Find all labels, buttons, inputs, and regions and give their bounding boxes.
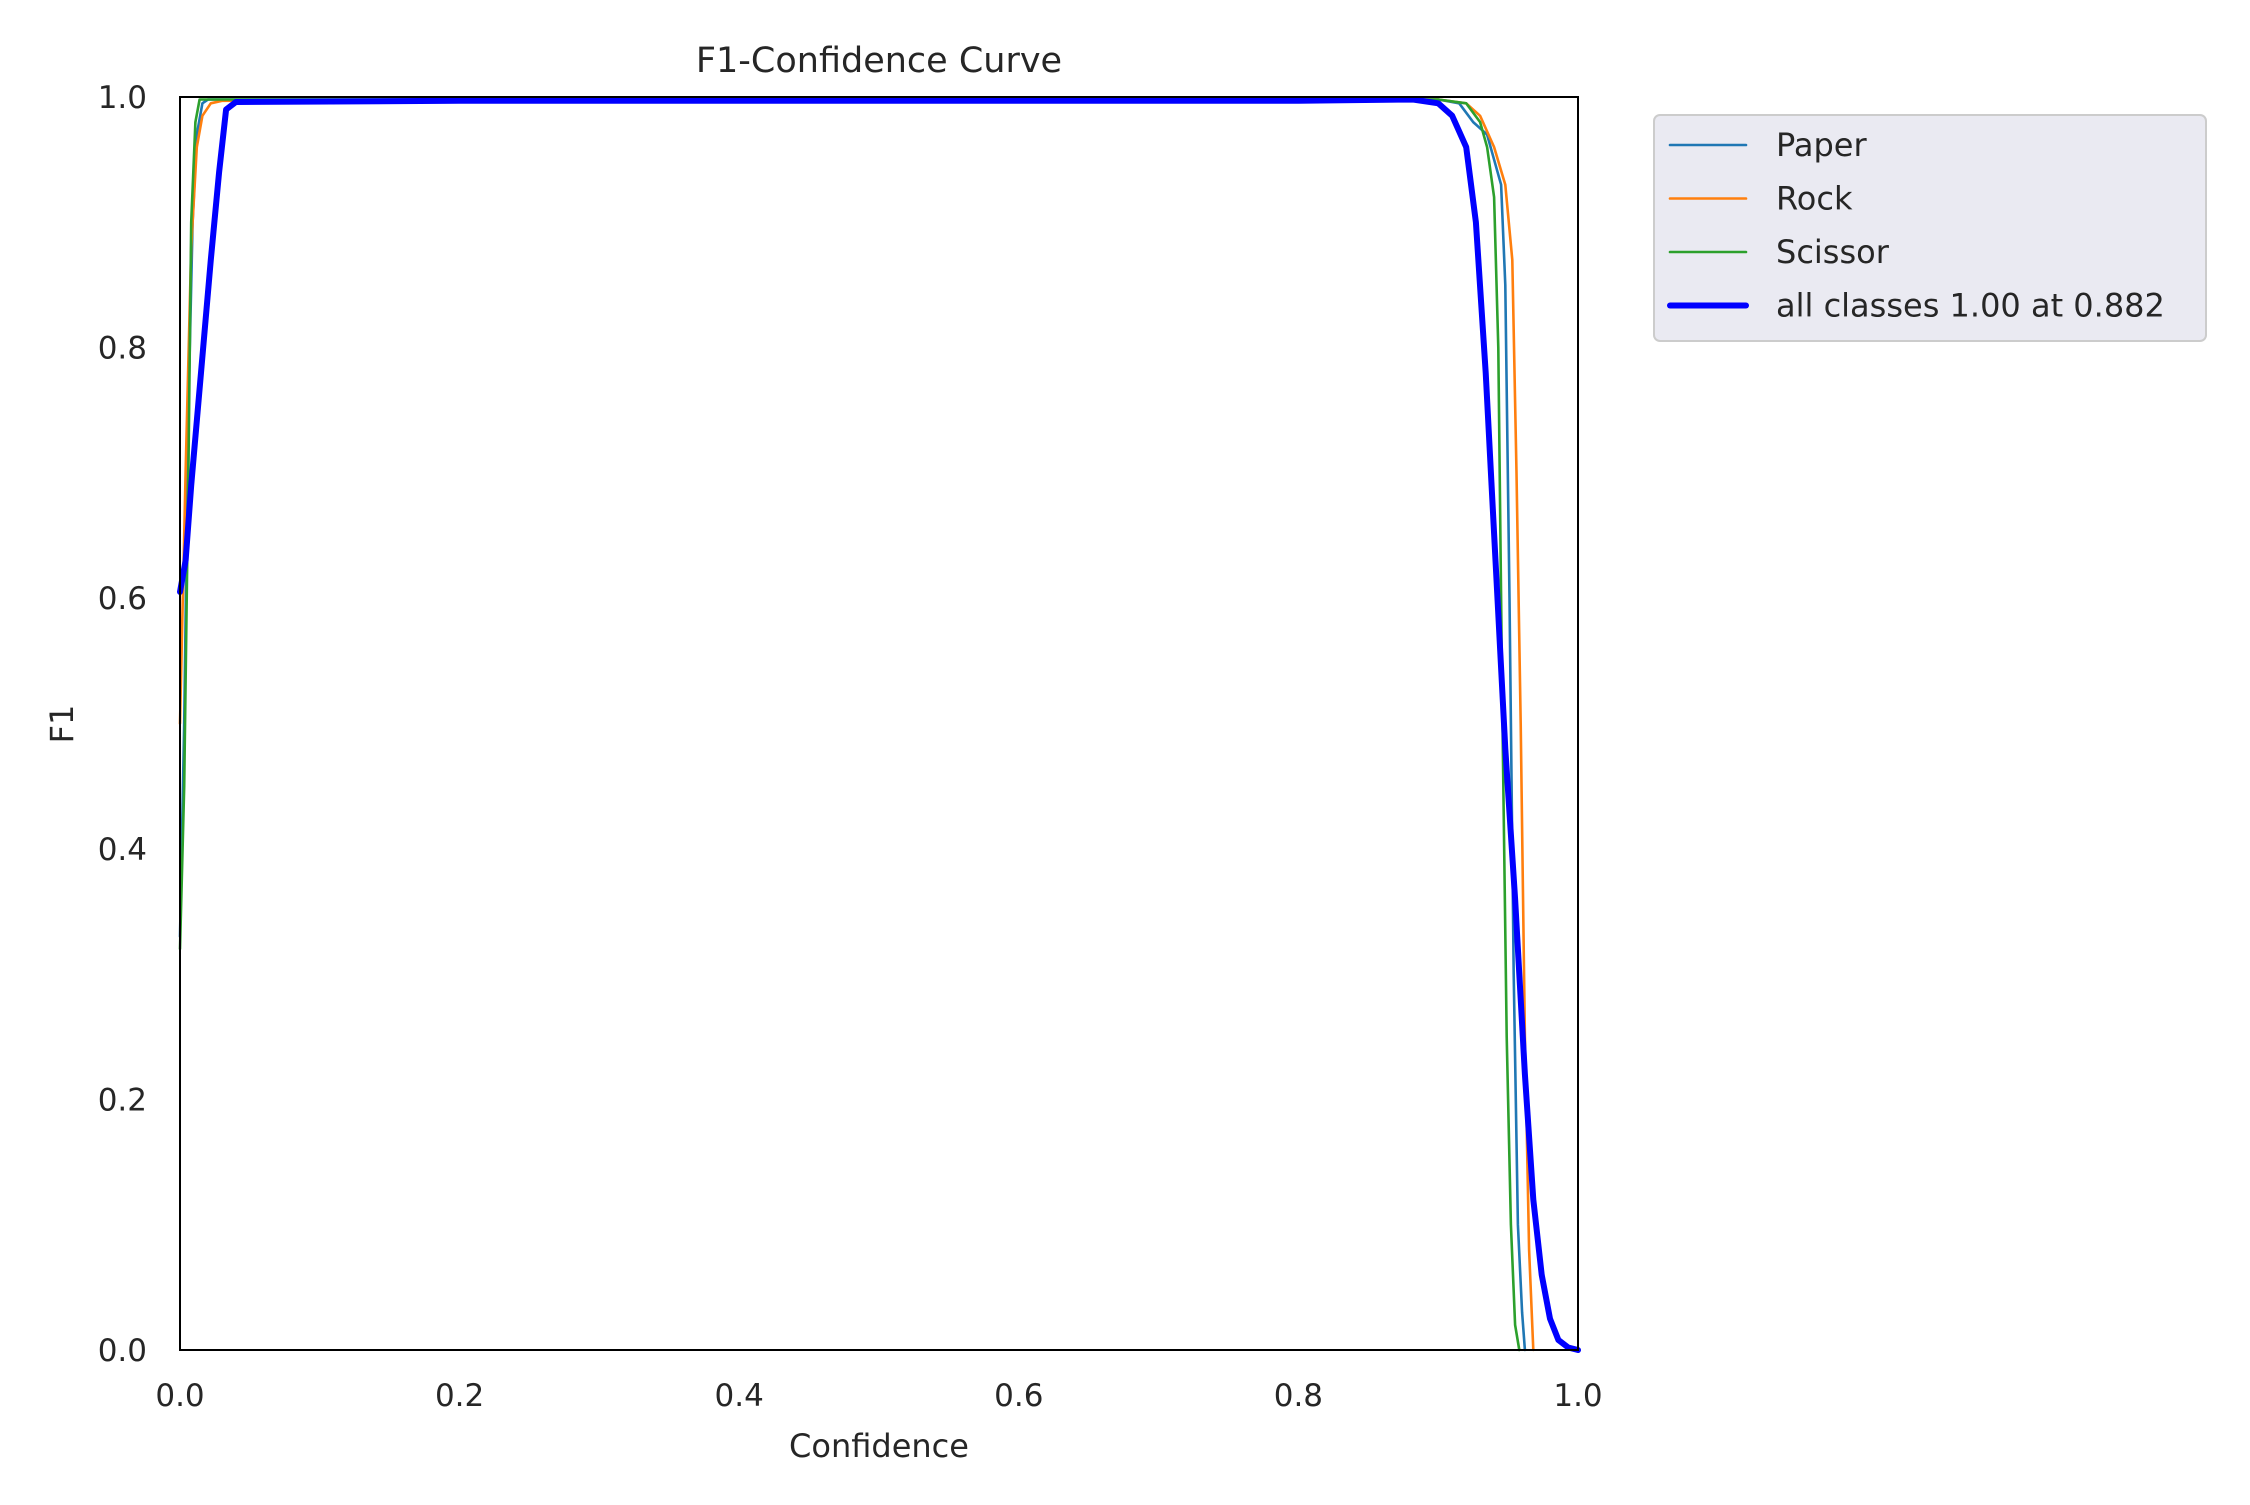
legend: Paper Rock Scissor all classes 1.00 at 0.88… [1653, 114, 2207, 342]
x-tick-labels: 0.0 0.2 0.4 0.6 0.8 1.0 [155, 1378, 1602, 1414]
y-tick-label: 1.0 [98, 80, 147, 116]
x-tick-label: 0.8 [1274, 1378, 1323, 1414]
legend-label: Scissor [1776, 233, 1890, 271]
x-tick-label: 0.2 [435, 1378, 484, 1414]
x-tick-label: 1.0 [1553, 1378, 1602, 1414]
legend-box [1653, 114, 2207, 342]
x-tick-label: 0.6 [994, 1378, 1043, 1414]
plot-frame [179, 96, 1579, 1351]
y-tick-label: 0.6 [98, 581, 147, 617]
series-line-3 [177, 96, 1581, 1353]
series-line-2 [178, 98, 1521, 1352]
legend-label: all classes 1.00 at 0.882 [1776, 287, 2165, 325]
legend-label: Rock [1776, 180, 1853, 218]
y-tick-labels: 0.0 0.2 0.4 0.6 0.8 1.0 [98, 80, 147, 1369]
y-axis-label: F1 [43, 705, 81, 744]
series-layer [177, 96, 1581, 1353]
y-tick-label: 0.8 [98, 331, 147, 367]
legend-label: Paper [1776, 126, 1867, 164]
x-axis-label: Confidence [789, 1427, 969, 1465]
chart-title: F1-Confidence Curve [696, 41, 1062, 81]
plot-area [180, 97, 1578, 1350]
y-tick-label: 0.2 [98, 1082, 147, 1118]
y-tick-label: 0.0 [98, 1333, 147, 1369]
y-tick-label: 0.4 [98, 832, 147, 868]
x-tick-label: 0.4 [715, 1378, 764, 1414]
x-tick-label: 0.0 [155, 1378, 204, 1414]
